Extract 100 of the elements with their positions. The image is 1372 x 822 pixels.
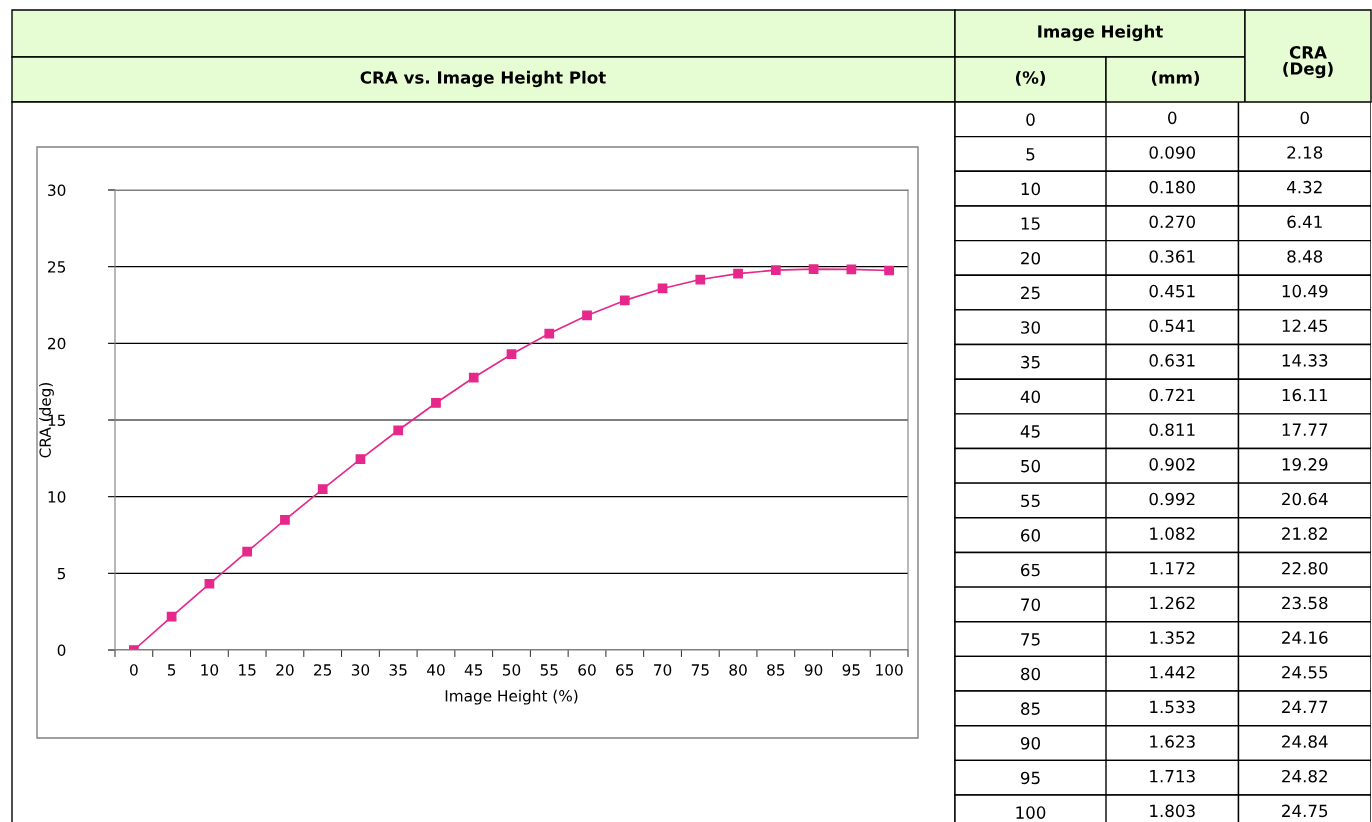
x-tick-label: 90 bbox=[804, 664, 823, 676]
data-label: 0.992 bbox=[1149, 492, 1195, 506]
y-tick-label: 70 bbox=[1021, 598, 1040, 611]
data-label: 1.533 bbox=[1150, 700, 1195, 714]
x-tick-label: 60 bbox=[578, 664, 596, 676]
data-label: 8.48 bbox=[1287, 250, 1323, 263]
point bbox=[468, 372, 479, 383]
data-label: 0.902 bbox=[1149, 458, 1195, 471]
data-label: 1.623 bbox=[1150, 735, 1195, 748]
x-tick-label: 10 bbox=[201, 664, 219, 676]
x-tick-label: 80 bbox=[729, 664, 747, 676]
point bbox=[770, 265, 781, 276]
y-tick-label: 0 bbox=[57, 644, 66, 657]
data-label: 23.58 bbox=[1282, 596, 1328, 610]
data-label: 0.361 bbox=[1149, 250, 1195, 263]
data-label: 24.16 bbox=[1282, 631, 1328, 644]
data-label: 22.80 bbox=[1282, 562, 1328, 575]
data-label: 1.713 bbox=[1150, 769, 1195, 783]
data-label: 4.32 bbox=[1287, 180, 1322, 194]
x-tick-label: (mm) bbox=[1151, 70, 1200, 86]
x-tick-label: 85 bbox=[767, 664, 785, 676]
y-tick-label: 10 bbox=[48, 491, 66, 503]
data-label: 12.45 bbox=[1282, 319, 1328, 333]
y-tick-label: 55 bbox=[1021, 494, 1040, 508]
x-tick-label: 30 bbox=[351, 664, 370, 676]
chart-title: Image Height bbox=[1038, 24, 1163, 42]
x-tick-label: 25 bbox=[314, 664, 332, 676]
data-label: 20.64 bbox=[1282, 492, 1328, 506]
y-tick-label: 85 bbox=[1021, 702, 1040, 715]
point bbox=[544, 328, 555, 339]
y-tick-label: 30 bbox=[48, 184, 66, 197]
point bbox=[733, 268, 743, 279]
point bbox=[431, 398, 441, 408]
y-tick-label: 25 bbox=[1021, 286, 1040, 300]
data-label: 24.77 bbox=[1282, 700, 1328, 713]
y-tick-label: 25 bbox=[48, 261, 66, 273]
data-label: 1.082 bbox=[1150, 527, 1195, 540]
x-tick-label: 55 bbox=[540, 664, 558, 676]
y-tick-label: 95 bbox=[1020, 771, 1040, 785]
y-tick-label: 75 bbox=[1021, 633, 1040, 646]
chart-title: CRA vs. Image Height Plot bbox=[360, 70, 606, 88]
data-label: 17.77 bbox=[1282, 423, 1328, 436]
data-label: 0.811 bbox=[1149, 423, 1195, 437]
data-label: 1.352 bbox=[1150, 631, 1195, 644]
data-label: 24.84 bbox=[1282, 735, 1328, 748]
point bbox=[619, 295, 630, 306]
y-tick-label: 10 bbox=[1021, 182, 1040, 196]
point bbox=[695, 274, 706, 285]
point bbox=[393, 425, 404, 436]
data-label: 2.18 bbox=[1287, 146, 1323, 159]
point bbox=[808, 264, 819, 274]
point bbox=[166, 611, 177, 622]
x-tick-label: 75 bbox=[691, 664, 709, 676]
point bbox=[242, 546, 253, 557]
x-tick-label: 100 bbox=[876, 664, 903, 676]
point bbox=[582, 310, 592, 321]
data-label: 24.82 bbox=[1282, 769, 1327, 783]
data-label: 0.451 bbox=[1149, 284, 1195, 298]
data-label: 24.75 bbox=[1282, 804, 1328, 818]
data-label: 0 bbox=[1168, 111, 1177, 125]
data-label: 14.33 bbox=[1282, 354, 1328, 367]
point bbox=[204, 578, 215, 589]
y-tick-label: 5 bbox=[1026, 148, 1035, 161]
x-tick-label: 40 bbox=[427, 664, 445, 676]
x-tick-label: 20 bbox=[276, 664, 294, 676]
y-tick-label: 30 bbox=[1021, 321, 1040, 334]
y-tick-label: 0 bbox=[1026, 113, 1035, 126]
data-label: 1.172 bbox=[1150, 562, 1195, 575]
x-tick-label: 0 bbox=[130, 664, 138, 676]
y-tick-label: 20 bbox=[48, 337, 66, 350]
data-label: 0.180 bbox=[1149, 180, 1195, 194]
text: (%) bbox=[1015, 70, 1046, 86]
y-tick-label: 65 bbox=[1021, 563, 1040, 577]
data-label: 6.41 bbox=[1287, 215, 1322, 229]
y-tick-label: 50 bbox=[1021, 459, 1040, 473]
x-axis-title: Image Height (%) bbox=[445, 689, 578, 705]
x-tick-label: 70 bbox=[654, 664, 672, 676]
point bbox=[506, 349, 517, 360]
y-tick-label: 45 bbox=[1020, 425, 1040, 438]
data-label: 1.442 bbox=[1150, 665, 1195, 679]
y-tick-label: 35 bbox=[1021, 355, 1040, 369]
x-tick-label: 15 bbox=[239, 664, 256, 676]
x-tick-label: 95 bbox=[842, 664, 860, 676]
data-label: 19.29 bbox=[1282, 458, 1328, 471]
x-tick-label: 5 bbox=[167, 664, 176, 676]
x-tick-label: 45 bbox=[464, 664, 483, 676]
data-label: 0.090 bbox=[1149, 146, 1195, 159]
data-label: 16.11 bbox=[1282, 388, 1328, 402]
point bbox=[317, 484, 328, 495]
data-label: 0 bbox=[1300, 111, 1309, 125]
data-label: 21.82 bbox=[1282, 527, 1327, 540]
y-tick-label: 20 bbox=[1021, 251, 1040, 265]
point bbox=[884, 265, 894, 276]
x-tick-label: 35 bbox=[389, 664, 407, 676]
y-tick-label: 40 bbox=[1020, 390, 1040, 404]
data-label: 0.541 bbox=[1149, 319, 1195, 333]
data-label: 24.55 bbox=[1282, 665, 1328, 679]
point bbox=[355, 454, 366, 464]
y-tick-label: 90 bbox=[1020, 736, 1040, 750]
data-label: 0.270 bbox=[1149, 215, 1195, 229]
